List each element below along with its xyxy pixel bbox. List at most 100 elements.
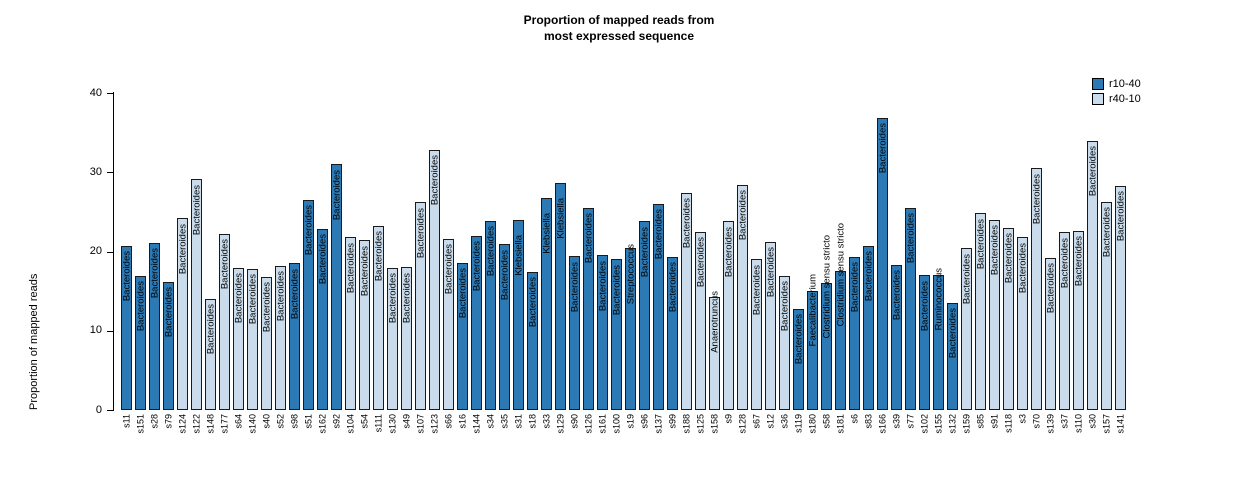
bar-group: Bacteroides s91 — [988, 93, 1002, 429]
bar-group: Bacteroides s77 — [904, 93, 918, 429]
bar-group: Klebsiella s33 — [540, 93, 554, 429]
bar — [555, 183, 566, 410]
x-tick-label: s107 — [415, 414, 426, 434]
bar-taxon-label: Bacteroides — [1087, 145, 1099, 197]
bar — [863, 245, 874, 410]
x-tick-label: s125 — [695, 414, 706, 434]
bar — [401, 267, 412, 410]
bar-taxon-label: Bacteroides — [485, 225, 497, 277]
x-tick-label: s30 — [1087, 414, 1098, 429]
x-tick-label: s119 — [793, 414, 804, 433]
bar-group: Bacteroides s70 — [1030, 93, 1044, 429]
bar — [793, 308, 804, 410]
x-tick-label: s11 — [121, 414, 132, 428]
bar-taxon-label: Bacteroides — [1003, 233, 1015, 284]
bar — [639, 221, 650, 410]
bar-group: Bacteroides s79 — [162, 93, 176, 429]
x-tick-label: s100 — [611, 414, 622, 434]
bar-group: Bacteroides s49 — [400, 93, 414, 429]
bar-group: Bacteroides s37 — [1058, 93, 1072, 429]
bar-group: Bacteroides s98 — [288, 93, 302, 429]
x-tick-label: s140 — [247, 414, 258, 434]
x-tick-label: s124 — [177, 414, 188, 434]
bar — [597, 255, 608, 410]
bar-group: Bacteroides s12 — [764, 93, 778, 429]
bar-taxon-label: Bacteroides — [751, 264, 763, 315]
bar-taxon-label: Bacteroides — [205, 304, 217, 355]
bar-group: Bacteroides s52 — [274, 93, 288, 429]
bar — [849, 257, 860, 410]
x-tick-label: s128 — [737, 414, 748, 434]
bar-group: Bacteroides s100 — [610, 93, 624, 434]
x-tick-label: s144 — [471, 414, 482, 434]
bar — [961, 248, 972, 410]
bar-taxon-label: Streptococcus — [625, 243, 637, 304]
x-tick-label: s51 — [303, 414, 314, 429]
bar-taxon-label: Bacteroides — [667, 262, 679, 313]
x-tick-label: s111 — [373, 414, 384, 433]
bar — [1059, 232, 1070, 410]
bar-group: Bacteroides s51 — [302, 93, 316, 429]
bar-group: Bacteroides s157 — [1100, 93, 1114, 434]
bar-group: Bacteroides s39 — [890, 93, 904, 429]
bar-group: Bacteroides s126 — [582, 93, 596, 434]
bar-group: Bacteroides s54 — [358, 93, 372, 429]
bar-group: Bacteroides s30 — [1086, 93, 1100, 429]
x-tick-label: s180 — [807, 414, 818, 434]
x-tick-label: s159 — [961, 414, 972, 434]
x-tick-label: s67 — [751, 414, 762, 429]
bar-group: Bacteroides s9 — [722, 93, 736, 424]
bar-group: Bacteroides s11 — [120, 93, 134, 428]
bar-group: Bacteroides s148 — [204, 93, 218, 434]
bar-taxon-label: Bacteroides — [765, 247, 777, 298]
bar — [807, 291, 818, 410]
plot-area: Bacteroides s11 Bacteroides s151 Bacteroides… — [120, 93, 1128, 434]
bar-taxon-label: Bacteroides — [891, 270, 903, 321]
bar-group: Bacteroides s83 — [862, 93, 876, 429]
x-tick-label: s3 — [1017, 414, 1028, 424]
bar-group: Bacteroides s122 — [190, 93, 204, 434]
bar — [569, 256, 580, 410]
bar-group: Streptococcus s19 — [624, 93, 638, 429]
bar-taxon-label: Bacteroides — [737, 190, 749, 241]
bar-taxon-label: Bacteroides — [1059, 237, 1071, 288]
bar — [289, 263, 300, 410]
x-tick-label: s104 — [345, 414, 356, 434]
bar-group: Bacteroides s177 — [218, 93, 232, 434]
x-tick-label: s139 — [1045, 414, 1056, 434]
bar-group: Bacteroides s128 — [736, 93, 750, 434]
bar-group: Bacteroides s35 — [498, 93, 512, 429]
y-axis-ticks: 0 10 20 30 40 — [0, 87, 113, 416]
x-tick-label: s155 — [933, 414, 944, 434]
bar-taxon-label: Clostridium sensu stricto — [835, 223, 847, 327]
bar-taxon-label: Bacteroides — [261, 282, 273, 333]
bar-taxon-label: Bacteroides — [975, 218, 987, 269]
y-tick-label: 10 — [89, 324, 102, 337]
bar — [779, 276, 790, 410]
bar-taxon-label: Bacteroides — [387, 273, 399, 324]
bar-group: Bacteroides s99 — [666, 93, 680, 429]
x-tick-label: s162 — [317, 414, 328, 434]
bar-taxon-label: Bacteroides — [639, 226, 651, 277]
bar — [261, 276, 272, 410]
bar — [247, 268, 258, 410]
bar — [1017, 237, 1028, 410]
y-tick-mark — [107, 172, 113, 174]
bar-group: Bacteroides s85 — [974, 93, 988, 429]
bar-group: Bacteroides s28 — [148, 93, 162, 429]
bar-taxon-label: Bacteroides — [135, 281, 147, 332]
y-tick-mark — [107, 93, 113, 94]
x-tick-label: s83 — [863, 414, 874, 429]
bar-taxon-label: Bacteroides — [583, 213, 595, 264]
bar-taxon-label: Bacteroides — [597, 260, 609, 311]
bar-group: Bacteroides s111 — [372, 93, 386, 432]
bar-group: Bacteroides s139 — [1044, 93, 1058, 434]
bar-taxon-label: Bacteroides — [177, 223, 189, 274]
bar-taxon-label: Bacteroides — [401, 272, 413, 323]
bar — [359, 240, 370, 410]
x-tick-label: s40 — [261, 414, 272, 429]
x-tick-label: s58 — [821, 414, 832, 429]
bar-taxon-label: Bacteroides — [1073, 236, 1085, 287]
bar-group: Bacteroides s67 — [750, 93, 764, 429]
x-tick-label: s99 — [667, 414, 678, 429]
